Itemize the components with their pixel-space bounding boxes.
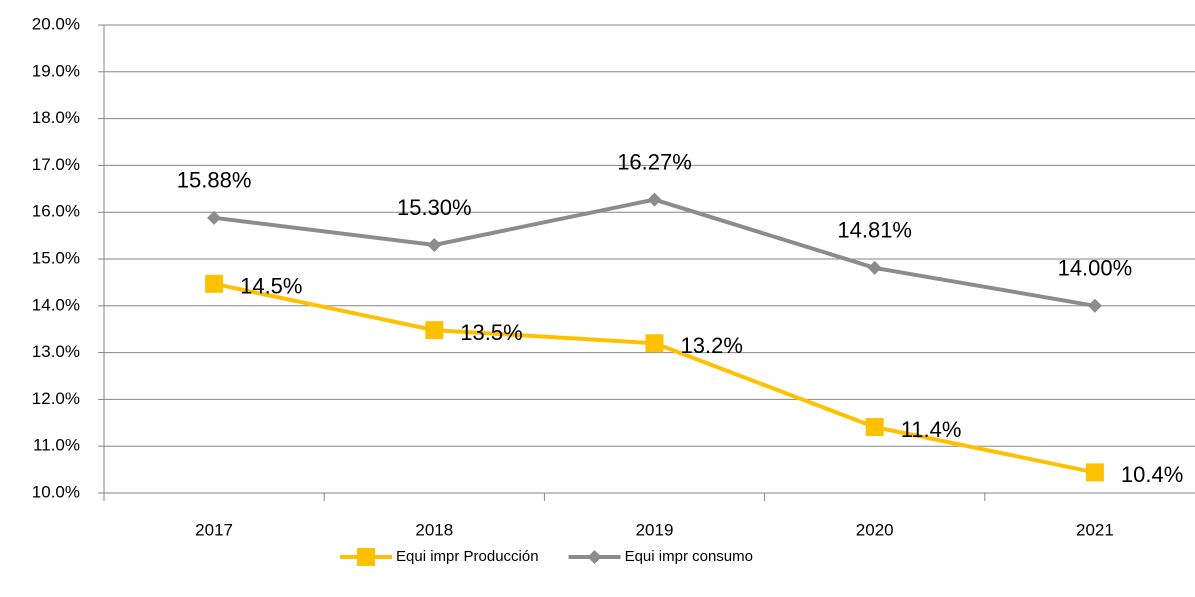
x-tick-label: 2018 (415, 520, 453, 539)
marker (425, 321, 444, 340)
y-tick-label: 20.0% (32, 14, 80, 33)
marker (645, 334, 664, 353)
series-line (213, 281, 1096, 475)
data-label: 16.27% (617, 149, 692, 174)
marker (587, 550, 602, 564)
data-label: 11.4% (901, 417, 962, 442)
marker (427, 237, 442, 252)
data-label: 15.30% (397, 195, 472, 220)
series: 15.88% 15.30% 16.27% 14.81% 14.00% (177, 149, 1133, 313)
x-tick-label: 2019 (636, 520, 674, 539)
legend-item: Equi impr Producción (340, 548, 539, 566)
y-tick-label: 14.0% (32, 295, 80, 314)
x-tick-label: 2017 (195, 520, 233, 539)
y-tick-label: 12.0% (32, 389, 80, 408)
y-tick-label: 18.0% (32, 108, 80, 127)
series: 14.5% 13.5% 13.2% 11.4% 10.4% (205, 274, 1183, 487)
marker (1085, 463, 1104, 482)
y-tick-label: 16.0% (32, 202, 80, 221)
marker (207, 210, 222, 225)
data-label: 13.5% (460, 320, 522, 345)
marker (205, 274, 224, 293)
y-tick-label: 11.0% (33, 436, 80, 455)
y-tick-label: 19.0% (32, 61, 80, 80)
y-tick-label: 17.0% (32, 155, 80, 174)
data-label: 15.88% (177, 168, 252, 193)
legend-label: Equi impr Producción (396, 548, 539, 565)
data-label: 10.4% (1121, 462, 1183, 487)
series-line (213, 197, 1096, 308)
data-label: 14.5% (240, 274, 302, 299)
x-tick-label: 2020 (856, 520, 894, 539)
legend-label: Equi impr consumo (625, 548, 753, 565)
legend-item: Equi impr consumo (568, 548, 753, 565)
data-label: 14.00% (1058, 256, 1133, 281)
marker (867, 260, 882, 275)
data-label: 13.2% (681, 333, 743, 358)
marker (865, 418, 884, 437)
x-tick-label: 2021 (1076, 520, 1114, 539)
y-tick-label: 13.0% (32, 342, 80, 361)
marker (647, 192, 662, 207)
y-tick-label: 10.0% (32, 482, 80, 501)
marker (1087, 298, 1102, 313)
data-label: 14.81% (837, 218, 912, 243)
y-tick-label: 15.0% (32, 248, 80, 267)
marker (357, 548, 375, 566)
